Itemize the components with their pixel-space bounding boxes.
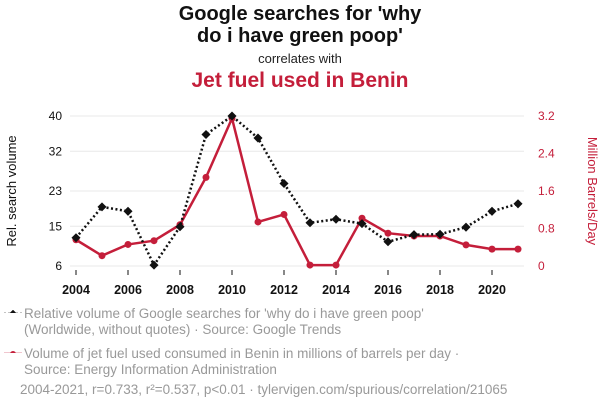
series-google-searches-point: [71, 233, 81, 243]
y-right-tick-label: 0.8: [538, 222, 555, 236]
chart-footer: 2004-2021, r=0.733, r²=0.537, p<0.01 · t…: [20, 382, 508, 397]
series-jet-fuel-point: [124, 240, 132, 248]
series-jet-fuel-point: [462, 241, 470, 249]
series-jet-fuel-point: [332, 261, 340, 269]
legend-series1-text-line1: Relative volume of Google searches for '…: [24, 306, 424, 321]
series-google-searches-point: [227, 111, 237, 121]
y-right-tick-label: 3.2: [538, 109, 555, 123]
series-jet-fuel-point: [98, 252, 106, 260]
chart-title-line2: do i have green poop': [197, 25, 403, 47]
series-jet-fuel-line: [75, 117, 518, 267]
x-tick-label: 2012: [270, 283, 298, 297]
x-tick-label: 2016: [374, 283, 402, 297]
legend-series1-text-line2: (Worldwide, without quotes) · Source: Go…: [24, 322, 342, 337]
y-left-tick-label: 40: [49, 109, 63, 123]
series-google-searches-point: [123, 206, 133, 216]
series-jet-fuel-point: [488, 245, 496, 253]
y-left-tick-label: 15: [49, 219, 63, 233]
legend-series2: Volume of jet fuel used consumed in Beni…: [4, 346, 594, 378]
series-jet-fuel-point: [514, 245, 522, 253]
y-left-tick-label: 6: [55, 259, 62, 273]
chart-title-line1: Google searches for 'why: [178, 3, 422, 25]
series-jet-fuel-point: [202, 173, 210, 181]
series-jet-fuel-point: [254, 218, 262, 226]
y-right-tick-label: 2.4: [538, 147, 555, 161]
series-google-searches-point: [97, 202, 107, 212]
series-google-searches-point: [461, 222, 471, 232]
y-left-tick-label: 32: [49, 144, 63, 158]
series-google-searches-point: [149, 260, 159, 270]
legend-series2-marker: [4, 351, 22, 353]
y-right-tick-label: 1.6: [538, 184, 555, 198]
series-google-searches-point: [175, 222, 185, 232]
series-google-searches-point: [409, 230, 419, 240]
legend-series2-text-line2: Source: Energy Information Administratio…: [24, 362, 277, 377]
x-tick-label: 2014: [322, 283, 350, 297]
x-tick-label: 2010: [218, 283, 246, 297]
series-jet-fuel-point: [306, 261, 314, 269]
legend-series2-text-line1: Volume of jet fuel used consumed in Beni…: [24, 346, 460, 361]
legend-series1-marker: [4, 310, 22, 313]
series-jet-fuel-point: [384, 229, 392, 237]
x-tick-label: 2006: [114, 283, 142, 297]
chart-title-secondary: Jet fuel used in Benin: [191, 69, 409, 92]
chart-plot: 6 15 23 32 40 0 0.8 1.6 2.4 3.2 2004 2006 2008 2010 20…: [4, 109, 600, 297]
y-right-tick-label: 0: [538, 259, 545, 273]
legend-series1: Relative volume of Google searches for '…: [4, 306, 594, 338]
x-tick-label: 2008: [166, 283, 194, 297]
y-right-axis-title: Million Barrels/Day: [585, 137, 600, 246]
x-tick-label: 2018: [426, 283, 454, 297]
y-left-tick-label: 23: [49, 184, 63, 198]
series-google-searches-point: [487, 206, 497, 216]
series-google-searches-line: [75, 114, 519, 267]
y-left-axis-title: Rel. search volume: [4, 135, 19, 246]
series-jet-fuel-point: [358, 214, 366, 222]
x-tick-label: 2020: [478, 283, 506, 297]
series-jet-fuel-point: [150, 237, 158, 245]
series-jet-fuel-point: [280, 210, 288, 218]
series-google-searches-point: [331, 214, 341, 224]
series-google-searches-point: [201, 130, 211, 140]
chart-subtitle: correlates with: [258, 51, 342, 66]
x-tick-label: 2004: [62, 283, 90, 297]
series-google-searches-point: [513, 199, 523, 209]
